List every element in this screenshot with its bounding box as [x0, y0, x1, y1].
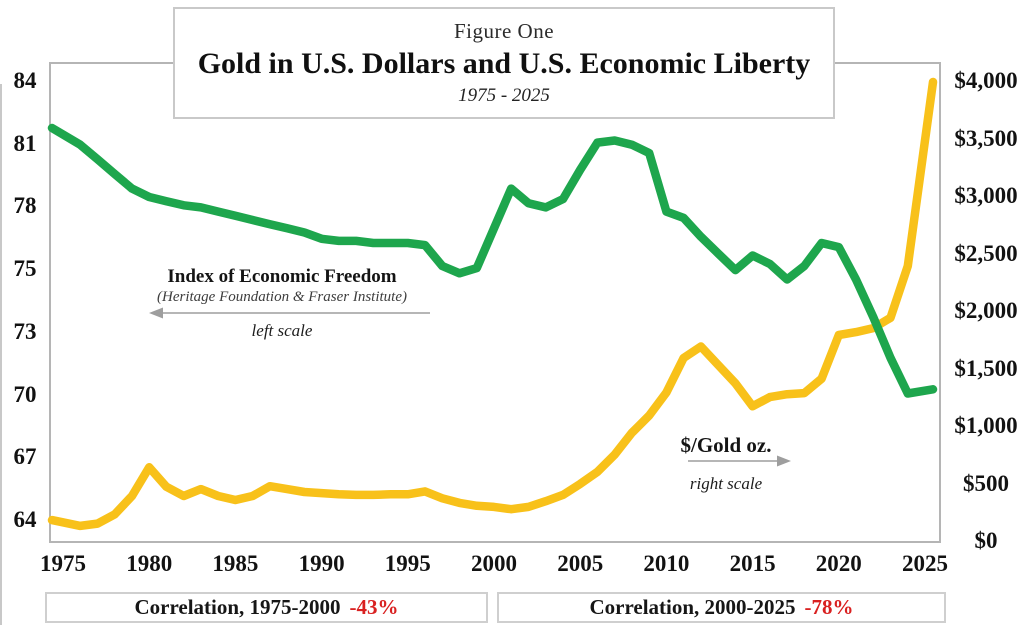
- figure-kicker: Figure One: [453, 19, 555, 43]
- correlation-value-2000-2025: -78%: [804, 595, 854, 619]
- correlation-box-1975-2000: Correlation, 1975-2000 -43%: [45, 592, 488, 623]
- correlation-label-2000-2025: Correlation, 2000-2025: [589, 595, 796, 619]
- right-axis-tick: $3,500: [954, 125, 1018, 151]
- correlation-box-2000-2025: Correlation, 2000-2025 -78%: [497, 592, 946, 623]
- gold-annotation-title: $/Gold oz.: [680, 433, 772, 457]
- x-axis-tick: 1980: [126, 551, 173, 576]
- left-axis-tick: 78: [13, 193, 37, 219]
- figure-subtitle: 1975 - 2025: [458, 85, 550, 106]
- freedom-annotation-source: (Heritage Foundation & Fraser Institute): [157, 289, 407, 305]
- left-axis-tick: 73: [13, 318, 37, 344]
- x-axis-tick: 2010: [643, 551, 690, 576]
- left-scale-arrowhead: [149, 307, 163, 319]
- left-scale-arrow-gap: [137, 306, 427, 321]
- page-edge-line: [0, 84, 2, 625]
- right-axis-tick: $3,000: [954, 183, 1018, 208]
- economic-freedom-line: [47, 123, 938, 398]
- left-axis-tick: 84: [13, 68, 37, 93]
- right-scale-arrow-gap: [640, 458, 812, 474]
- freedom-annotation-title: Index of Economic Freedom: [167, 266, 397, 287]
- x-axis-tick: 1975: [40, 551, 86, 576]
- title-box: Figure One Gold in U.S. Dollars and U.S.…: [173, 7, 835, 119]
- left-axis-tick: 70: [13, 381, 37, 407]
- right-axis-tick: $500: [963, 470, 1009, 496]
- right-axis-tick: $0: [974, 528, 998, 553]
- correlation-label-1975-2000: Correlation, 1975-2000: [134, 595, 341, 619]
- x-axis-tick: 2015: [729, 551, 776, 576]
- left-axis-tick: 81: [13, 130, 37, 156]
- left-axis-tick: 64: [13, 506, 37, 532]
- right-axis-tick: $1,500: [954, 355, 1018, 381]
- x-axis-tick: 1985: [212, 551, 259, 576]
- correlation-value-1975-2000: -43%: [349, 595, 399, 619]
- gold-price-line: [47, 77, 938, 531]
- gold-scale-note: right scale: [689, 474, 763, 493]
- gold-series-annotation: $/Gold oz. right scale: [640, 433, 812, 494]
- x-axis-tick: 2025: [902, 551, 948, 576]
- x-axis-tick: 1995: [384, 551, 431, 576]
- x-axis-tick: 2005: [557, 551, 604, 576]
- left-axis-tick: 67: [13, 444, 37, 470]
- right-axis-tick: $2,000: [954, 298, 1018, 323]
- x-axis-tick: 1990: [298, 551, 345, 576]
- freedom-scale-note: left scale: [251, 321, 313, 340]
- left-axis-tick: 75: [13, 256, 37, 282]
- figure-title: Gold in U.S. Dollars and U.S. Economic L…: [197, 47, 811, 80]
- right-scale-arrowhead: [777, 455, 791, 467]
- right-axis-tick: $1,000: [954, 413, 1018, 438]
- right-axis-tick: $2,500: [954, 240, 1018, 266]
- right-axis-tick: $4,000: [954, 68, 1018, 93]
- x-axis-tick: 2000: [471, 551, 517, 576]
- x-axis-tick: 2020: [815, 551, 862, 576]
- freedom-series-annotation: Index of Economic Freedom (Heritage Foun…: [137, 266, 427, 341]
